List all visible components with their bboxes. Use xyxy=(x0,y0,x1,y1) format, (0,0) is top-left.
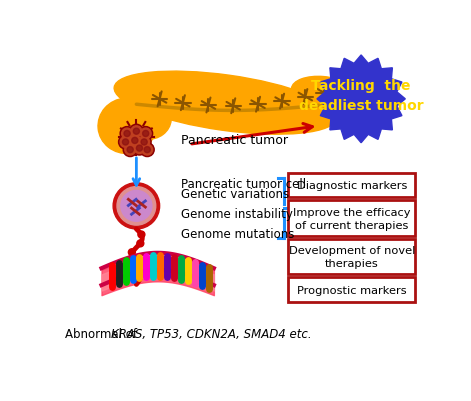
Circle shape xyxy=(141,140,147,146)
Circle shape xyxy=(130,136,140,146)
Circle shape xyxy=(122,140,129,146)
Circle shape xyxy=(142,145,153,156)
Ellipse shape xyxy=(98,99,156,154)
Text: Pancreatic tumor cell: Pancreatic tumor cell xyxy=(181,178,307,190)
Ellipse shape xyxy=(114,72,337,135)
Circle shape xyxy=(137,136,151,150)
Circle shape xyxy=(144,147,150,153)
Circle shape xyxy=(132,138,138,144)
Circle shape xyxy=(122,129,132,140)
Circle shape xyxy=(120,137,131,148)
Circle shape xyxy=(134,144,145,154)
Circle shape xyxy=(127,147,133,153)
Text: Abnormal of: Abnormal of xyxy=(65,327,141,340)
Circle shape xyxy=(124,131,130,137)
Circle shape xyxy=(125,145,136,156)
Text: Prognostic markers: Prognostic markers xyxy=(297,285,406,295)
Circle shape xyxy=(131,126,142,137)
Circle shape xyxy=(129,258,135,265)
FancyBboxPatch shape xyxy=(288,278,415,302)
Text: Genetic variations: Genetic variations xyxy=(181,188,290,200)
Text: Development of novel
therapies: Development of novel therapies xyxy=(289,246,415,268)
Circle shape xyxy=(128,134,142,148)
FancyBboxPatch shape xyxy=(288,173,415,198)
Circle shape xyxy=(137,267,144,274)
Circle shape xyxy=(120,127,134,141)
Circle shape xyxy=(132,142,146,156)
Text: Genome instability: Genome instability xyxy=(181,208,293,221)
Text: Genome mutations: Genome mutations xyxy=(181,227,295,241)
Circle shape xyxy=(138,231,145,238)
FancyBboxPatch shape xyxy=(288,201,415,236)
Circle shape xyxy=(140,129,151,140)
Circle shape xyxy=(143,131,149,137)
FancyBboxPatch shape xyxy=(288,239,415,275)
Ellipse shape xyxy=(125,98,171,140)
Polygon shape xyxy=(317,56,406,144)
Circle shape xyxy=(121,191,152,222)
Ellipse shape xyxy=(332,76,367,97)
Circle shape xyxy=(133,129,139,135)
Circle shape xyxy=(137,146,143,152)
Circle shape xyxy=(129,249,135,256)
Text: Pancreatic tumor: Pancreatic tumor xyxy=(181,134,288,147)
Text: Improve the efficacy
of current therapies: Improve the efficacy of current therapie… xyxy=(293,207,411,230)
Ellipse shape xyxy=(292,77,353,107)
Circle shape xyxy=(113,183,160,229)
Circle shape xyxy=(123,144,137,157)
Text: Diagnostic markers: Diagnostic markers xyxy=(297,180,407,190)
Text: Tackling  the
deadliest tumor: Tackling the deadliest tumor xyxy=(299,79,423,112)
Text: KRAS, TP53, CDKN2A, SMAD4 etc.: KRAS, TP53, CDKN2A, SMAD4 etc. xyxy=(111,327,312,340)
Circle shape xyxy=(117,187,156,225)
Circle shape xyxy=(138,137,150,148)
Circle shape xyxy=(119,136,132,150)
Circle shape xyxy=(137,240,144,247)
Circle shape xyxy=(130,125,143,139)
Circle shape xyxy=(140,144,154,157)
Circle shape xyxy=(138,127,153,141)
